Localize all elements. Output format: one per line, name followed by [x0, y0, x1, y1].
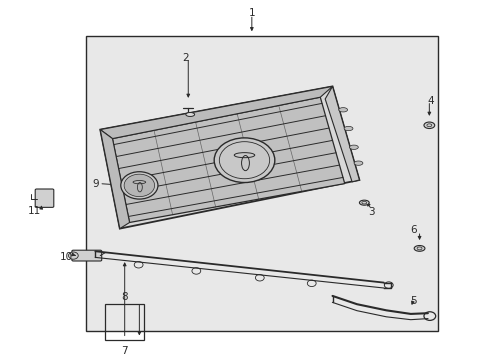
Polygon shape	[100, 86, 332, 139]
FancyBboxPatch shape	[35, 189, 54, 207]
Circle shape	[68, 252, 78, 259]
Text: 5: 5	[409, 296, 416, 306]
Ellipse shape	[349, 145, 358, 149]
Bar	[85, 36, 437, 331]
Text: 3: 3	[367, 207, 374, 217]
Text: 11: 11	[27, 206, 41, 216]
Text: 7: 7	[121, 346, 128, 356]
Circle shape	[121, 172, 158, 199]
Ellipse shape	[359, 200, 368, 205]
Text: 8: 8	[121, 292, 128, 302]
Polygon shape	[325, 86, 359, 182]
Polygon shape	[112, 97, 344, 222]
Ellipse shape	[353, 161, 362, 165]
Polygon shape	[100, 86, 359, 229]
Text: 6: 6	[409, 225, 416, 235]
Polygon shape	[100, 130, 129, 229]
Ellipse shape	[185, 113, 194, 117]
FancyBboxPatch shape	[72, 250, 102, 261]
Ellipse shape	[423, 122, 434, 129]
Bar	[105, 304, 144, 340]
Text: 10: 10	[60, 252, 72, 262]
Ellipse shape	[344, 126, 352, 131]
Text: 2: 2	[182, 53, 189, 63]
Circle shape	[214, 138, 274, 183]
Text: 9: 9	[92, 179, 99, 189]
Text: 4: 4	[426, 96, 433, 106]
Ellipse shape	[338, 108, 347, 112]
Ellipse shape	[413, 246, 424, 251]
Text: 1: 1	[248, 8, 255, 18]
Circle shape	[124, 174, 154, 197]
